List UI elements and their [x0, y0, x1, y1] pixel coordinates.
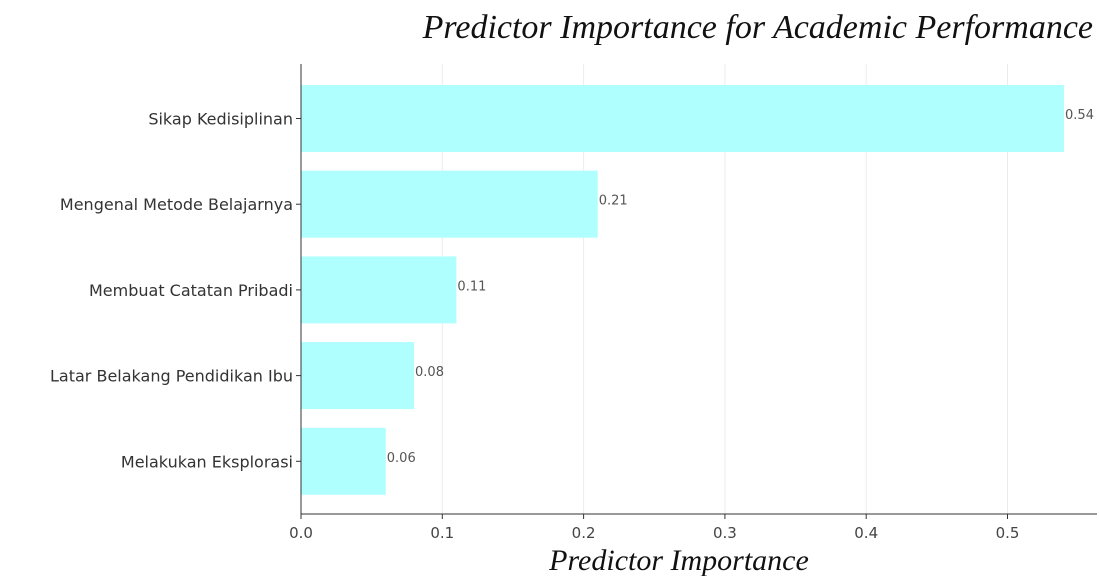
data-label: 0.21: [599, 194, 628, 209]
data-label: 0.54: [1065, 108, 1094, 123]
bar: [301, 256, 457, 324]
category-label: Membuat Catatan Pribadi: [89, 281, 293, 300]
bar: [301, 342, 415, 410]
bar: [301, 170, 598, 238]
x-tick-label: 0.1: [430, 524, 454, 542]
chart-title: Predictor Importance for Academic Perfor…: [422, 9, 1093, 46]
x-tick-label: 0.4: [854, 524, 878, 542]
category-label: Latar Belakang Pendidikan Ibu: [50, 367, 293, 386]
category-label: Mengenal Metode Belajarnya: [60, 195, 293, 214]
x-tick-label: 0.0: [289, 524, 313, 542]
bars: [301, 85, 1065, 495]
data-label: 0.06: [387, 451, 416, 466]
bar: [301, 85, 1065, 152]
bar: [301, 427, 386, 495]
axes: [300, 64, 1097, 515]
category-label: Sikap Kedisiplinan: [148, 110, 293, 129]
x-tick-label: 0.5: [996, 524, 1020, 542]
labels: Sikap Kedisiplinan 0.54 Mengenal Metode Be…: [50, 108, 1094, 542]
x-tick-label: 0.2: [572, 524, 596, 542]
x-axis-title: Predictor Importance: [548, 544, 809, 576]
data-label: 0.11: [457, 279, 486, 294]
category-label: Melakukan Eksplorasi: [121, 452, 293, 471]
x-tick-label: 0.3: [713, 524, 737, 542]
data-label: 0.08: [415, 365, 444, 380]
